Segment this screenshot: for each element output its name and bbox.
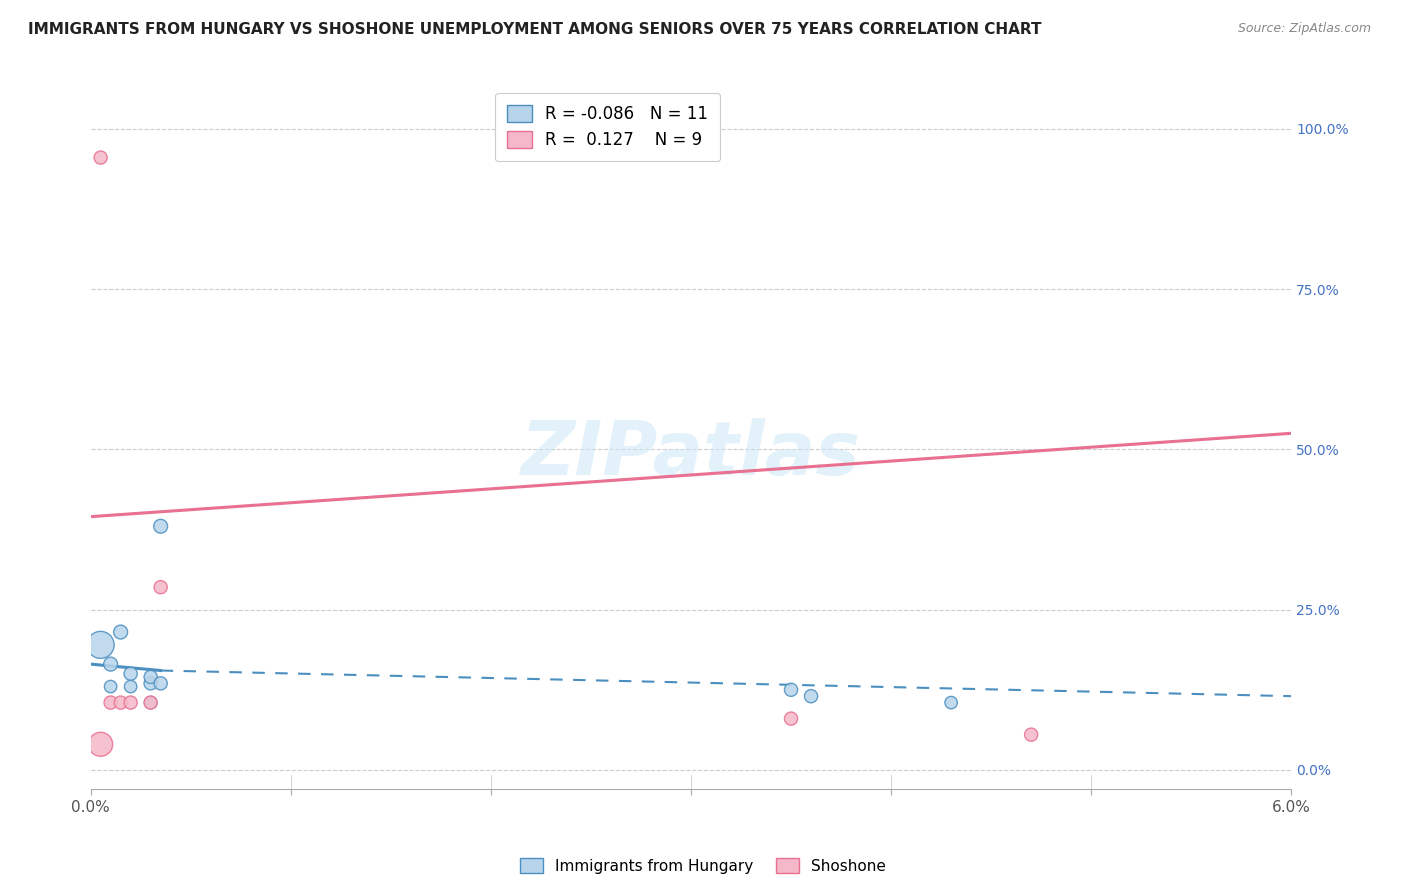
Point <box>120 680 142 694</box>
Legend: R = -0.086   N = 11, R =  0.127    N = 9: R = -0.086 N = 11, R = 0.127 N = 9 <box>495 93 720 161</box>
Point <box>110 625 132 640</box>
Legend: Immigrants from Hungary, Shoshone: Immigrants from Hungary, Shoshone <box>513 852 893 880</box>
Point <box>100 696 122 710</box>
Point <box>149 519 172 533</box>
Point <box>120 666 142 681</box>
Point <box>110 696 132 710</box>
Point <box>90 737 112 751</box>
Point <box>780 682 803 697</box>
Point <box>139 676 162 690</box>
Point <box>139 670 162 684</box>
Point <box>939 696 962 710</box>
Text: ZIPatlas: ZIPatlas <box>522 418 860 491</box>
Point <box>800 689 823 703</box>
Point <box>90 151 112 165</box>
Point <box>780 712 803 726</box>
Point <box>100 680 122 694</box>
Point <box>149 676 172 690</box>
Point <box>120 696 142 710</box>
Text: Source: ZipAtlas.com: Source: ZipAtlas.com <box>1237 22 1371 36</box>
Point <box>139 696 162 710</box>
Text: IMMIGRANTS FROM HUNGARY VS SHOSHONE UNEMPLOYMENT AMONG SENIORS OVER 75 YEARS COR: IMMIGRANTS FROM HUNGARY VS SHOSHONE UNEM… <box>28 22 1042 37</box>
Point <box>1019 728 1042 742</box>
Point <box>100 657 122 672</box>
Point <box>139 696 162 710</box>
Point <box>90 638 112 652</box>
Point <box>149 580 172 594</box>
